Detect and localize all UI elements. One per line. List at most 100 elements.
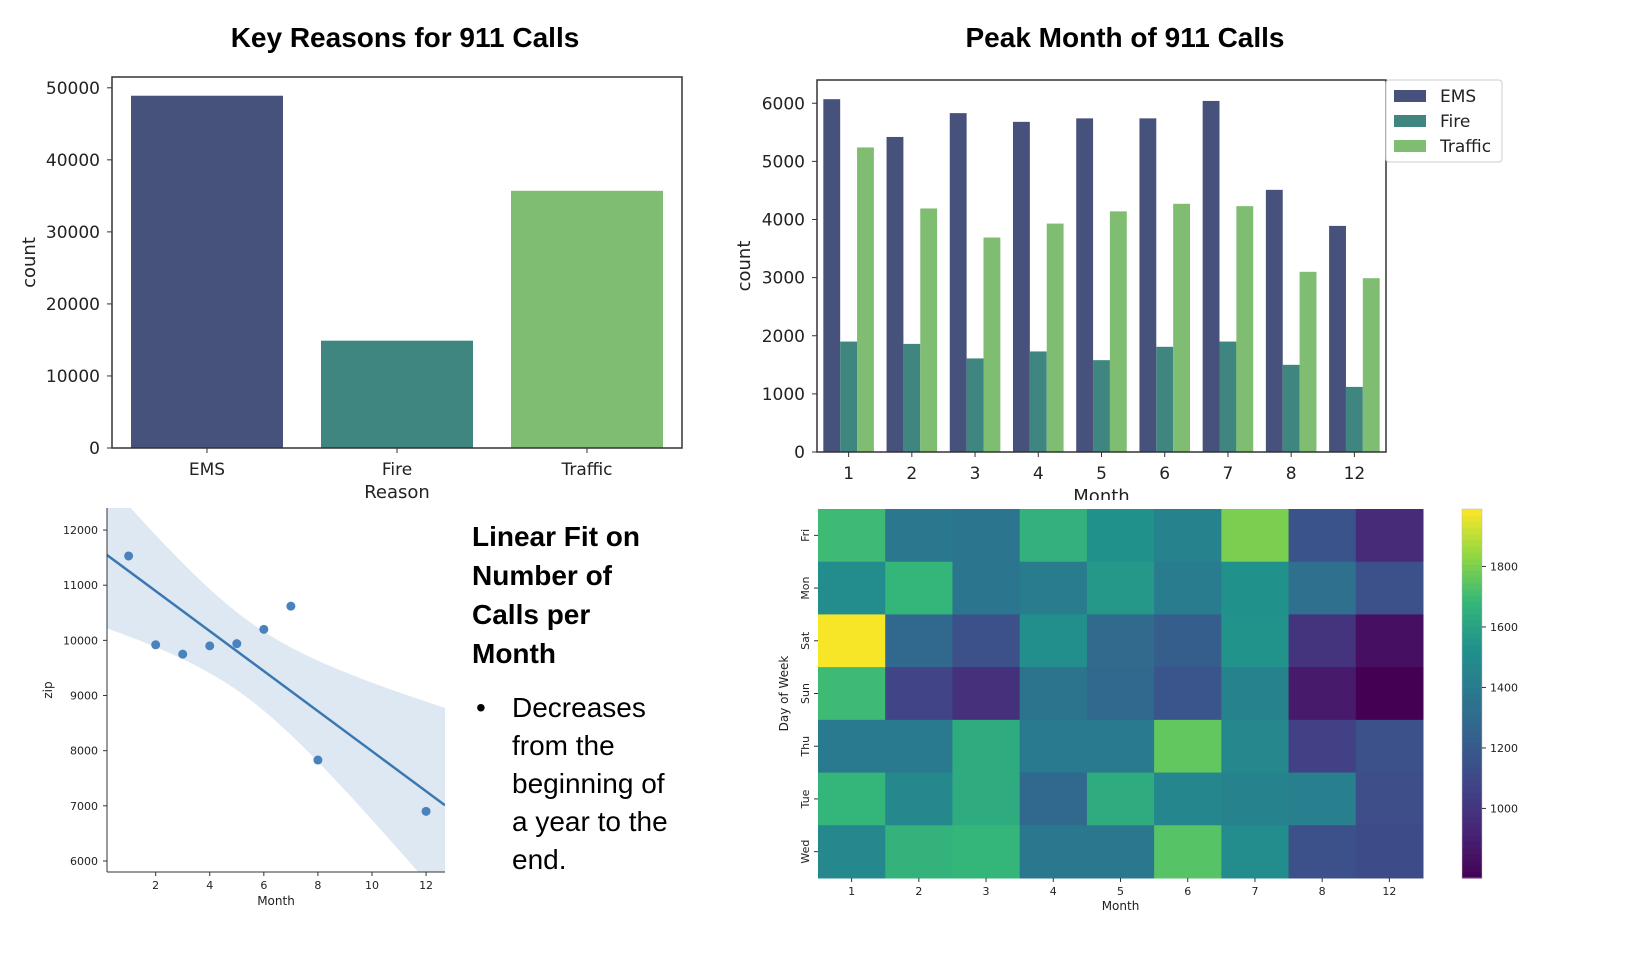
colorbar-segment bbox=[1462, 841, 1482, 848]
colorbar-segment bbox=[1462, 644, 1482, 652]
heatmap-cell bbox=[1355, 772, 1424, 826]
colorbar-segment bbox=[1462, 545, 1482, 553]
annotation-bullet-line: a year to the bbox=[512, 806, 668, 837]
legend-swatch-fire bbox=[1394, 115, 1426, 127]
scatter-point bbox=[421, 806, 431, 816]
colorbar-segment bbox=[1462, 539, 1482, 547]
bar-ems bbox=[1265, 189, 1283, 452]
bar-fire bbox=[966, 358, 984, 452]
annotation-bullet-line: beginning of bbox=[512, 768, 665, 799]
bar-fire bbox=[1029, 351, 1047, 452]
annotation-panel: Linear Fit on Number of Calls per Month … bbox=[472, 517, 712, 879]
x-tick-label: 6 bbox=[260, 879, 267, 892]
plot-frame bbox=[816, 79, 1387, 453]
bar-traffic bbox=[1046, 223, 1064, 452]
annotation-bullet-item: • Decreases from the beginning of a year… bbox=[472, 689, 712, 879]
heatmap-cell bbox=[818, 772, 886, 826]
bullet-marker: • bbox=[476, 692, 486, 723]
bar-fire bbox=[1156, 346, 1174, 452]
colorbar-segment bbox=[1462, 761, 1482, 768]
x-axis-label: Reason bbox=[364, 482, 430, 503]
heatmap-cell bbox=[1221, 719, 1290, 774]
y-axis-label: count bbox=[19, 237, 40, 288]
colorbar-segment bbox=[1462, 527, 1482, 535]
colorbar-segment bbox=[1462, 785, 1482, 793]
annotation-title-line: Calls per bbox=[472, 599, 591, 630]
heatmap-cell bbox=[952, 509, 1021, 563]
heatmap-cell bbox=[1355, 719, 1424, 774]
heatmap-cell bbox=[818, 719, 886, 774]
colorbar-segment bbox=[1462, 638, 1482, 645]
annotation-title-line: Linear Fit on bbox=[472, 521, 640, 552]
y-tick-label: Sun bbox=[799, 683, 812, 704]
y-tick-label: 6000 bbox=[762, 94, 805, 114]
day-month-heatmap: 1 2 3 4 5 6 7 8 12FriMonSatSunThuTueWedMonthDay … bbox=[777, 508, 1518, 913]
x-tick-label: 4 bbox=[1050, 885, 1057, 898]
heatmap-cell bbox=[1086, 667, 1155, 721]
legend-label: Fire bbox=[1440, 112, 1470, 132]
scatter-point bbox=[205, 641, 215, 651]
months-grouped-bar-chart: 1 2 3 4 5 6 7 8 120100020003000400050006000Month… bbox=[734, 79, 1503, 500]
scatter-point bbox=[286, 601, 296, 611]
heatmap-cell bbox=[1355, 509, 1424, 563]
y-tick-label: Fri bbox=[799, 529, 812, 542]
colorbar-tick-label: 1200 bbox=[1490, 742, 1518, 755]
x-tick-label: 2 bbox=[915, 885, 922, 898]
x-tick-label: 8 bbox=[314, 879, 321, 892]
x-tick-label: 5 bbox=[1117, 885, 1124, 898]
heatmap-cell bbox=[1288, 825, 1357, 879]
colorbar-segment bbox=[1462, 619, 1482, 627]
annotation-bullet-line: Decreases bbox=[512, 692, 646, 723]
colorbar-tick-label: 1800 bbox=[1490, 560, 1518, 573]
colorbar-tick-label: 1400 bbox=[1490, 681, 1518, 694]
bar-traffic bbox=[857, 147, 874, 453]
colorbar-segment bbox=[1462, 632, 1482, 639]
x-tick-label: 2 bbox=[906, 464, 917, 484]
x-axis-label: Month bbox=[257, 894, 295, 908]
heatmap-cell bbox=[1288, 509, 1357, 563]
x-tick-label: 12 bbox=[419, 879, 433, 892]
x-tick-label: 2 bbox=[152, 879, 159, 892]
heatmap-cell bbox=[1221, 509, 1290, 563]
reasons-chart-title: Key Reasons for 911 Calls bbox=[230, 22, 580, 53]
bar-fire bbox=[321, 340, 473, 448]
scatter-point bbox=[232, 639, 242, 649]
bar-ems bbox=[1076, 118, 1094, 453]
annotation-title-line: Number of bbox=[472, 560, 612, 591]
colorbar-segment bbox=[1462, 656, 1482, 664]
heatmap-cell bbox=[1355, 667, 1424, 721]
colorbar-segment bbox=[1462, 576, 1482, 584]
colorbar-segment bbox=[1462, 582, 1482, 590]
colorbar-segment bbox=[1462, 718, 1482, 725]
y-tick-label: 5000 bbox=[762, 152, 805, 172]
y-tick-label: 20000 bbox=[46, 295, 100, 315]
bar-ems bbox=[1139, 118, 1157, 453]
bar-traffic bbox=[983, 237, 1001, 452]
heatmap-cell bbox=[885, 772, 953, 826]
heatmap-cell bbox=[1221, 614, 1290, 668]
colorbar-frame bbox=[1461, 508, 1483, 879]
colorbar-segment bbox=[1462, 865, 1482, 873]
scatter-point bbox=[178, 649, 188, 659]
heatmap-cell bbox=[885, 719, 953, 774]
y-tick-label: Tue bbox=[799, 789, 812, 809]
scatter-point bbox=[259, 624, 269, 634]
x-tick-label: Traffic bbox=[560, 460, 612, 480]
annotation-bullet-line: from the bbox=[512, 730, 615, 761]
x-tick-label: 7 bbox=[1223, 464, 1234, 484]
y-tick-label: 7000 bbox=[70, 800, 98, 813]
y-tick-label: 4000 bbox=[762, 211, 805, 231]
heatmap-cell bbox=[1154, 719, 1222, 774]
y-tick-label: Wed bbox=[799, 840, 812, 864]
colorbar-segment bbox=[1462, 662, 1482, 670]
colorbar-segment bbox=[1462, 564, 1482, 572]
plot-frame bbox=[111, 76, 683, 449]
heatmap-cell bbox=[818, 614, 886, 668]
colorbar-segment bbox=[1462, 791, 1482, 799]
heatmap-cell bbox=[1086, 719, 1155, 774]
bar-ems bbox=[1329, 225, 1346, 452]
y-tick-label: Thu bbox=[799, 736, 812, 758]
colorbar-segment bbox=[1462, 736, 1482, 744]
regression-line bbox=[107, 554, 445, 807]
annotation-bullets: • Decreases from the beginning of a year… bbox=[472, 689, 712, 879]
